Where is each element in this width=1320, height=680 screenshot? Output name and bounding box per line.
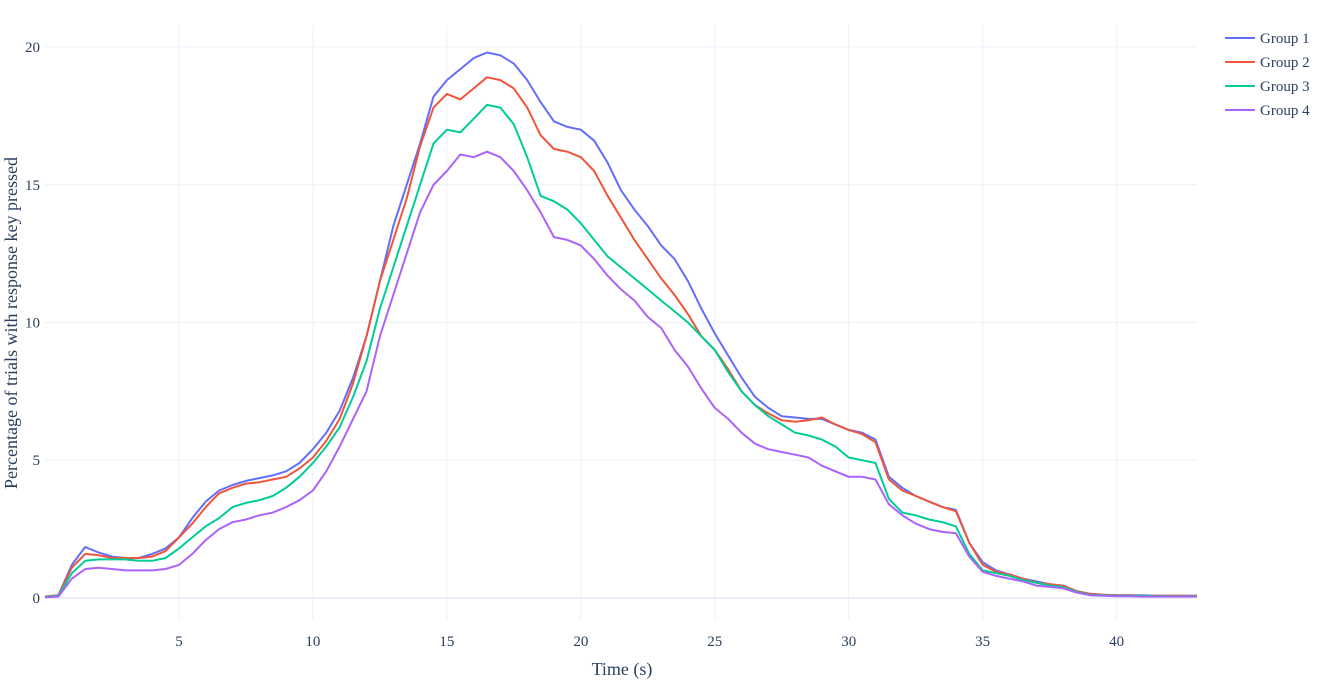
x-tick-label: 25 xyxy=(707,634,722,650)
legend-item-group-4[interactable]: Group 4 xyxy=(1225,103,1310,119)
legend-label: Group 2 xyxy=(1260,55,1310,71)
x-axis-ticks: 5 10 15 20 25 30 35 40 xyxy=(175,634,1124,650)
series-lines xyxy=(44,51,1197,599)
legend-label: Group 4 xyxy=(1260,103,1310,119)
series-line-group-1 xyxy=(44,51,1197,598)
x-tick-label: 5 xyxy=(175,634,183,650)
x-axis-title: Time (s) xyxy=(592,659,653,680)
x-tick-label: 10 xyxy=(305,634,320,650)
legend-item-group-3[interactable]: Group 3 xyxy=(1225,79,1310,95)
x-tick-label: 20 xyxy=(573,634,588,650)
grid-lines xyxy=(45,25,1197,620)
series-line-group-4 xyxy=(44,150,1197,599)
legend-item-group-2[interactable]: Group 2 xyxy=(1225,55,1310,71)
y-tick-label: 15 xyxy=(25,178,40,194)
legend-label: Group 1 xyxy=(1260,31,1310,47)
series-line-group-3 xyxy=(44,103,1197,599)
y-axis-ticks: 0 5 10 15 20 xyxy=(25,40,40,607)
legend[interactable]: Group 1 Group 2 Group 3 Group 4 xyxy=(1225,31,1310,119)
y-tick-label: 0 xyxy=(33,591,41,607)
y-tick-label: 5 xyxy=(33,453,41,469)
y-tick-label: 20 xyxy=(25,40,40,56)
x-tick-label: 15 xyxy=(439,634,454,650)
series-line-group-2 xyxy=(44,76,1197,598)
legend-item-group-1[interactable]: Group 1 xyxy=(1225,31,1310,47)
legend-label: Group 3 xyxy=(1260,79,1310,95)
x-tick-label: 30 xyxy=(841,634,856,650)
y-axis-title: Percentage of trials with response key p… xyxy=(1,157,21,489)
y-tick-label: 10 xyxy=(25,316,40,332)
x-tick-label: 35 xyxy=(975,634,990,650)
x-tick-label: 40 xyxy=(1109,634,1124,650)
